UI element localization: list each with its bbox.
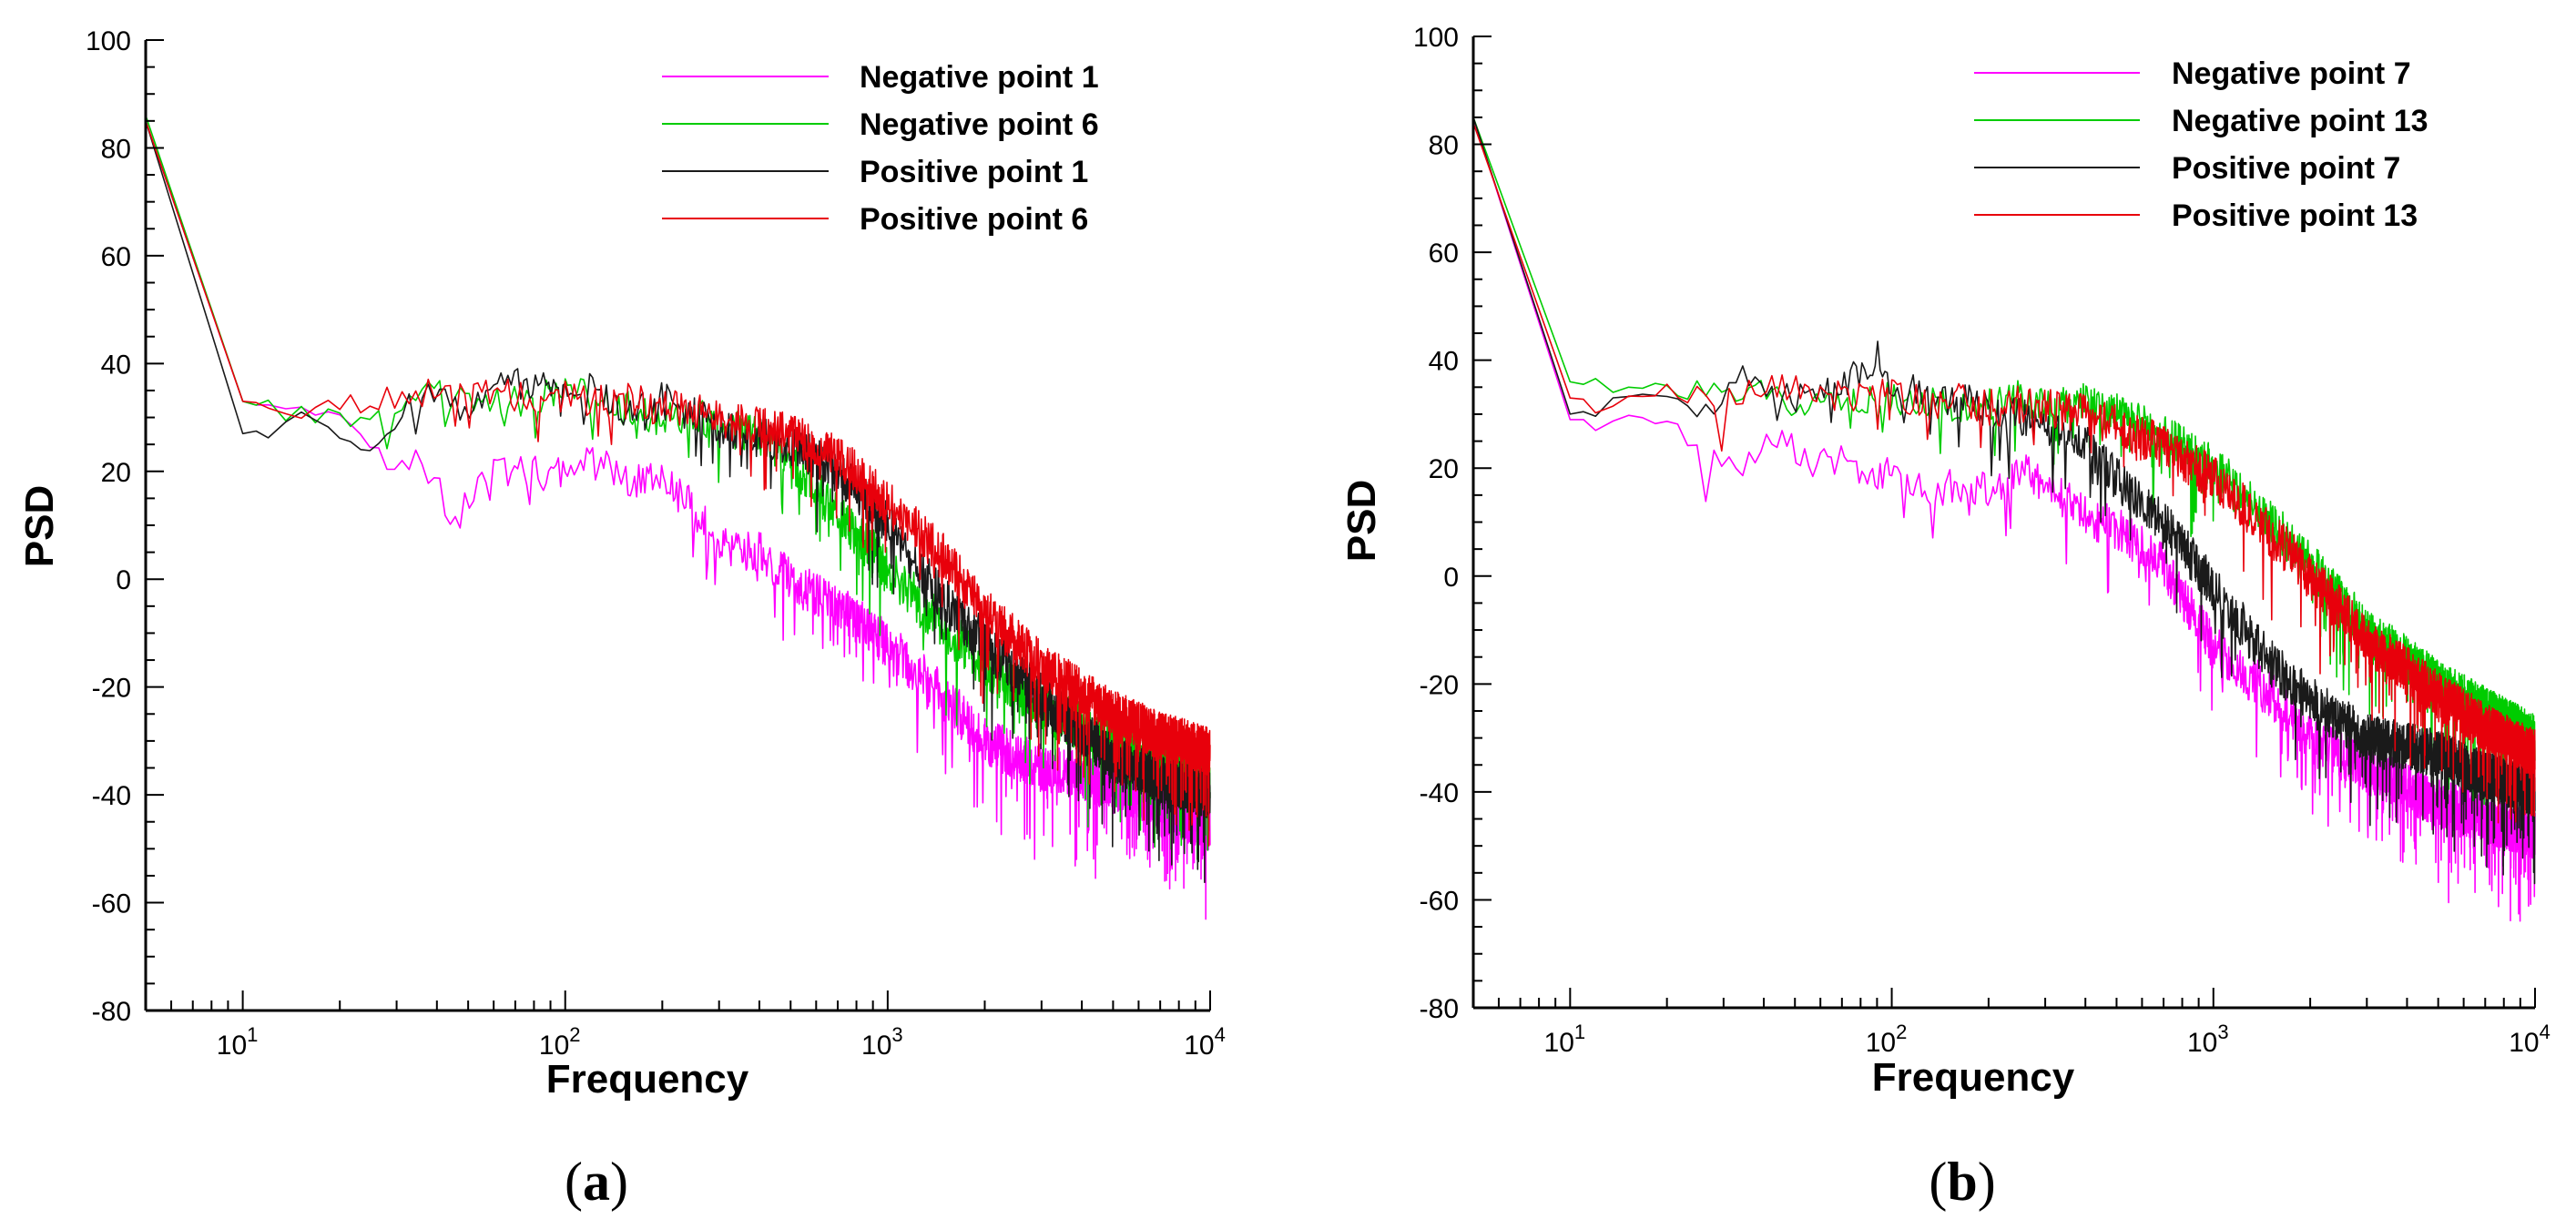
panel-a-y-tick-label: -80 [92, 997, 131, 1027]
panel-b-y-tick-label: 20 [1429, 454, 1459, 484]
panel-b-series [1472, 117, 2536, 922]
panel-a-y-tick-label: -20 [92, 674, 131, 704]
panel-b-y-tick-label: -40 [1420, 778, 1459, 808]
panel-b: -80 -60 -40 -20 0 20 40 60 80 100 101 102 103 104 Neg… [1339, 23, 2551, 1212]
panel-a-y-tick-label: 80 [101, 134, 131, 164]
panel-b-x-tick-label: 102 [1866, 1021, 1908, 1058]
panel-a-x-axis-title: Frequency [546, 1057, 749, 1102]
panel-b-y-tick-label: 0 [1443, 563, 1459, 593]
panel-b-legend: Negative point 7 Negative point 13 Positiv… [1974, 56, 2428, 233]
panel-a-caption: (a) [565, 1152, 628, 1212]
panel-a-y-tick-label: 0 [116, 565, 131, 595]
panel-a-x-tick-label: 104 [1184, 1023, 1226, 1061]
panel-b-y-tick-label: 80 [1429, 131, 1459, 161]
panel-b-y-tick-label: -80 [1420, 994, 1459, 1024]
panel-b-y-tick-label: 60 [1429, 239, 1459, 269]
panel-b-y-tick-label: -20 [1420, 670, 1459, 700]
panel-a-y-tick-label: 20 [101, 458, 131, 488]
panel-b-legend-label: Negative point 13 [2172, 104, 2428, 138]
panel-a-series [145, 115, 1211, 920]
panel-a-legend-label: Positive point 1 [860, 155, 1088, 189]
panel-b-x-tick-label: 101 [1544, 1021, 1586, 1058]
panel-a-x-tick-label: 102 [539, 1023, 581, 1061]
panel-a-legend-label: Positive point 6 [860, 202, 1088, 237]
panel-b-y-tick-label: 100 [1413, 23, 1459, 53]
panel-a-axes: -80 -60 -40 -20 0 20 40 60 80 100 101 102 103 104 [86, 26, 1226, 1061]
panel-a-series-line [145, 120, 1211, 847]
panel-a-y-tick-label: 100 [86, 26, 131, 56]
panel-b-x-tick-label: 103 [2187, 1021, 2229, 1058]
panel-a-y-axis-title: PSD [17, 485, 62, 567]
panel-a-caption-letter: a [583, 1152, 610, 1212]
panel-b-x-axis-title: Frequency [1872, 1055, 2075, 1100]
panel-b-y-axis-title: PSD [1339, 480, 1384, 562]
panel-b-legend-label: Positive point 7 [2172, 151, 2400, 186]
panel-a-legend: Negative point 1 Negative point 6 Positive… [662, 60, 1099, 237]
panel-a-legend-label: Negative point 6 [860, 107, 1099, 142]
panel-a-y-tick-label: 40 [101, 350, 131, 380]
panel-b-caption: (b) [1929, 1152, 1995, 1212]
panel-b-x-tick-label: 104 [2509, 1021, 2551, 1058]
panel-b-series-line [1472, 122, 2536, 824]
panel-a-y-tick-label: -40 [92, 781, 131, 811]
panel-b-legend-label: Positive point 13 [2172, 198, 2418, 233]
panel-b-series-line [1472, 117, 2536, 885]
panel-a-legend-label: Negative point 1 [860, 60, 1099, 95]
panel-a-y-tick-label: 60 [101, 242, 131, 272]
panel-a-x-tick-label: 101 [217, 1023, 259, 1061]
panel-b-axes: -80 -60 -40 -20 0 20 40 60 80 100 101 102 103 104 [1413, 23, 2551, 1058]
panel-a-x-tick-label: 103 [861, 1023, 903, 1061]
panel-a-y-tick-label: -60 [92, 889, 131, 919]
panel-b-caption-letter: b [1947, 1152, 1977, 1212]
panel-a: -80 -60 -40 -20 0 20 40 60 80 100 101 102 103 104 Neg… [17, 26, 1226, 1212]
panel-b-y-tick-label: 40 [1429, 347, 1459, 377]
panel-b-y-tick-label: -60 [1420, 886, 1459, 916]
panel-b-legend-label: Negative point 7 [2172, 56, 2411, 91]
